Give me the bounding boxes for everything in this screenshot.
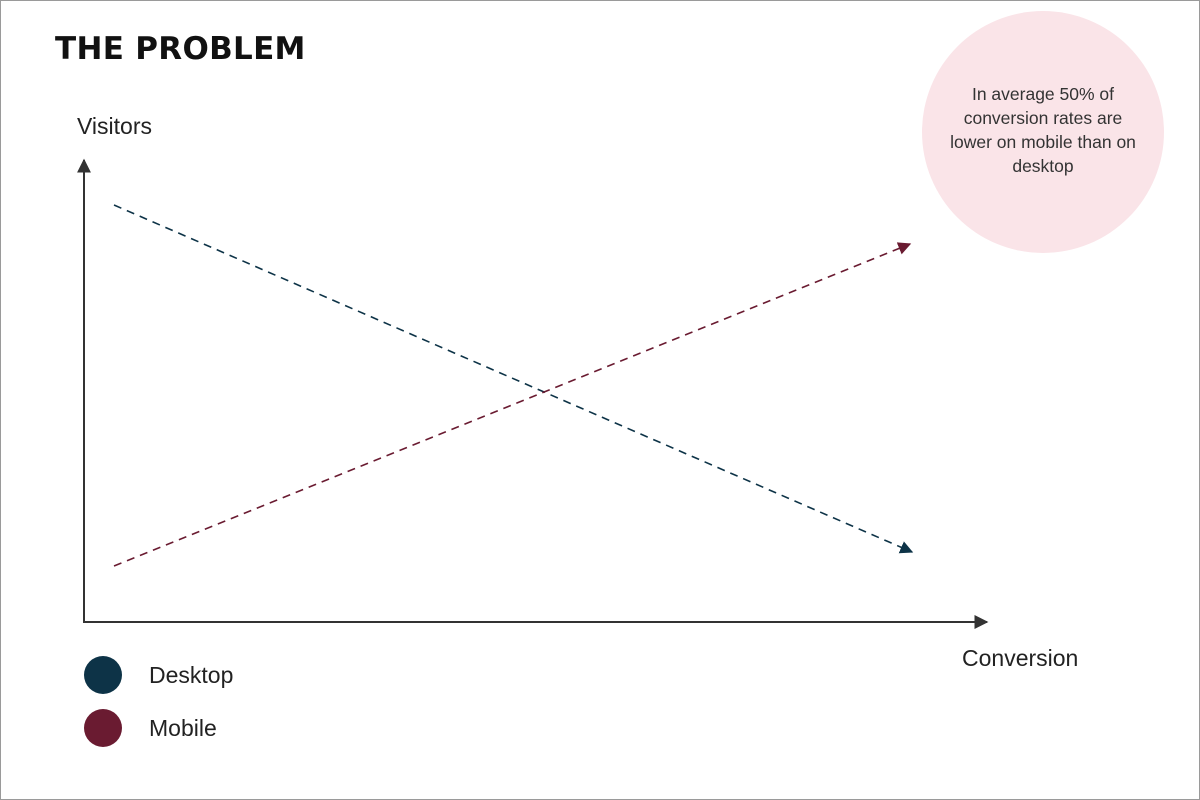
legend-dot-desktop [84, 656, 122, 694]
legend-label-desktop: Desktop [149, 661, 234, 688]
y-axis-label: Visitors [77, 113, 152, 139]
legend: Desktop Mobile [84, 656, 233, 762]
mobile-trend-line [113, 242, 912, 567]
x-axis-label: Conversion [962, 645, 1079, 671]
legend-label-mobile: Mobile [149, 714, 217, 741]
legend-dot-mobile [84, 709, 122, 747]
legend-item-mobile: Mobile [84, 709, 233, 747]
desktop-trend-line [113, 204, 914, 554]
slide-title: THE PROBLEM [55, 31, 306, 67]
legend-item-desktop: Desktop [84, 656, 233, 694]
callout-circle: In average 50% of conversion rates are l… [922, 11, 1164, 253]
callout-text: In average 50% of conversion rates are l… [950, 84, 1136, 176]
